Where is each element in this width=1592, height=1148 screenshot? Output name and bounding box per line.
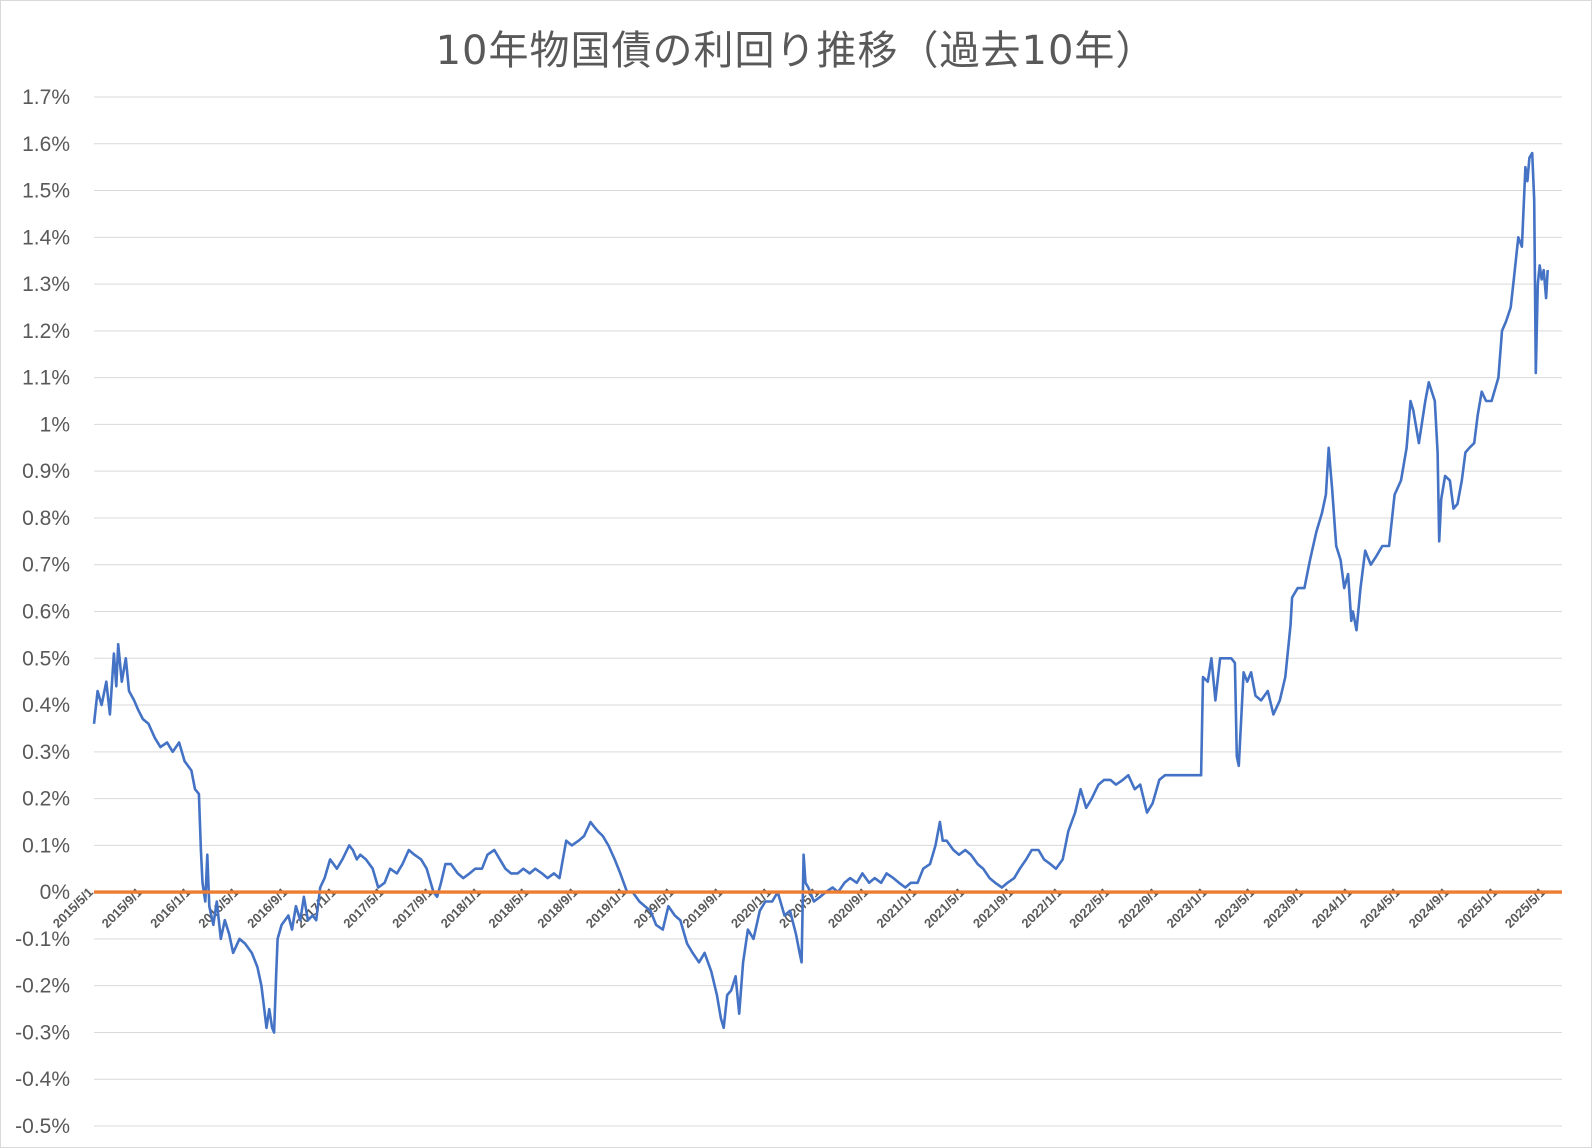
y-tick-label: 0.9% — [22, 460, 70, 483]
y-tick-label: 0.2% — [22, 788, 70, 811]
y-tick-label: 1.5% — [22, 180, 70, 203]
y-tick-label: -0.1% — [15, 928, 70, 951]
series-lines — [92, 151, 1562, 1034]
y-tick-label: 0.1% — [22, 834, 70, 857]
y-tick-label: 1.4% — [22, 226, 70, 249]
y-tick-label: 0.3% — [22, 741, 70, 764]
y-tick-label: 1% — [40, 413, 70, 436]
y-tick-label: -0.4% — [15, 1068, 70, 1091]
y-tick-label: 0.4% — [22, 694, 70, 717]
y-tick-label: -0.2% — [15, 975, 70, 998]
y-tick-label: -0.3% — [15, 1021, 70, 1044]
y-tick-label: 1.1% — [22, 367, 70, 390]
chart-title: 10年物国債の利回り推移（過去10年） — [435, 28, 1157, 74]
y-tick-label: 0% — [40, 881, 70, 904]
series-line-yield — [92, 151, 1549, 1034]
y-tick-label: 1.6% — [22, 133, 70, 156]
y-tick-label: 0.7% — [22, 554, 70, 577]
y-tick-label: 1.7% — [22, 86, 70, 109]
y-tick-label: 0.5% — [22, 647, 70, 670]
y-tick-label: 1.2% — [22, 320, 70, 343]
y-axis-ticks: 1.7% 1.6% 1.5% 1.4% 1.3% 1.2% 1.1% 1% 0.9% 0.8% 0.… — [15, 86, 70, 1138]
gridlines — [94, 96, 1562, 1127]
y-tick-label: 1.3% — [22, 273, 70, 296]
y-tick-label: -0.5% — [15, 1115, 70, 1138]
y-tick-label: 0.6% — [22, 601, 70, 624]
y-tick-label: 0.8% — [22, 507, 70, 530]
